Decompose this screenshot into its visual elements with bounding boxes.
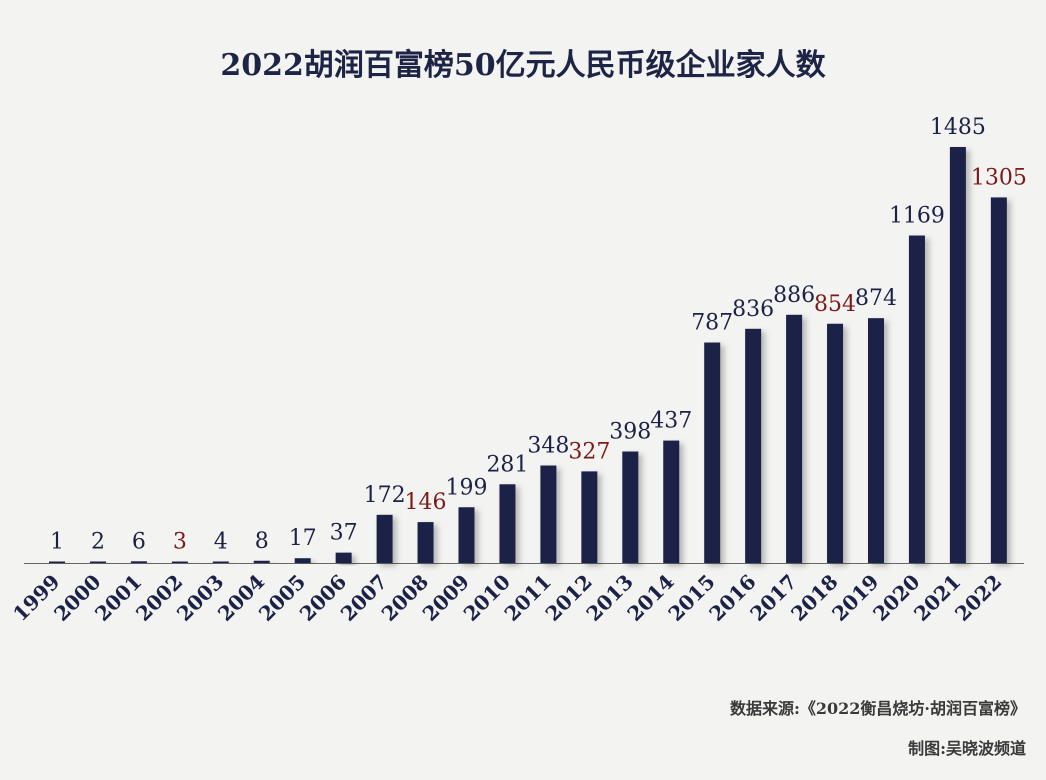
x-tick-label-2015: 2015 xyxy=(663,570,719,626)
x-tick-label-2005: 2005 xyxy=(254,570,310,626)
bar-2010 xyxy=(499,484,516,563)
x-tick-label-2003: 2003 xyxy=(172,570,228,626)
x-tick-label-2022: 2022 xyxy=(950,570,1006,626)
value-label-2003: 4 xyxy=(214,530,228,555)
x-tick-label-2014: 2014 xyxy=(622,570,678,626)
x-tick-label-2012: 2012 xyxy=(541,570,597,626)
value-label-2013: 398 xyxy=(609,420,651,445)
data-source-note: 数据来源:《2022衡昌烧坊·胡润百富榜》 xyxy=(729,699,1026,718)
x-tick-label-2017: 2017 xyxy=(745,570,801,626)
x-tick-label-2013: 2013 xyxy=(581,570,637,626)
value-label-2001: 6 xyxy=(132,529,146,554)
x-tick-label-2021: 2021 xyxy=(909,570,965,626)
chart-title: 2022胡润百富榜50亿元人民币级企业家人数 xyxy=(220,48,826,83)
x-tick-label-2002: 2002 xyxy=(131,570,187,626)
x-tick-label-2020: 2020 xyxy=(868,570,924,626)
value-label-2016: 836 xyxy=(732,297,774,322)
value-label-2006: 37 xyxy=(330,521,358,546)
value-label-2017: 886 xyxy=(773,283,815,308)
bar-2014 xyxy=(663,440,680,563)
bar-2013 xyxy=(622,451,639,563)
value-label-2008: 146 xyxy=(405,490,447,515)
x-tick-label-2010: 2010 xyxy=(459,570,515,626)
bar-2007 xyxy=(376,514,393,563)
bar-2019 xyxy=(868,318,884,563)
bar-2004 xyxy=(253,560,270,563)
bar-2003 xyxy=(212,561,229,563)
value-label-2018: 854 xyxy=(814,292,856,317)
value-label-2019: 874 xyxy=(855,286,897,311)
bar-2011 xyxy=(540,465,557,563)
value-label-2007: 172 xyxy=(364,483,406,508)
bar-2000 xyxy=(89,561,106,563)
x-tick-label-2018: 2018 xyxy=(786,570,842,626)
bar-2006 xyxy=(335,552,352,563)
bar-2017 xyxy=(786,314,803,563)
value-label-2002: 3 xyxy=(173,530,187,555)
x-tick-label-2006: 2006 xyxy=(295,570,351,626)
x-tick-label-2001: 2001 xyxy=(90,570,146,626)
bar-2012 xyxy=(581,471,598,563)
bar-2009 xyxy=(458,507,475,563)
value-label-2022: 1305 xyxy=(971,165,1027,190)
value-label-2015: 787 xyxy=(691,311,733,336)
bar-2022 xyxy=(990,197,1007,563)
x-tick-label-2007: 2007 xyxy=(336,570,392,626)
bar-2002 xyxy=(171,561,188,563)
value-label-2014: 437 xyxy=(650,409,692,434)
bar-2021 xyxy=(949,147,966,563)
bar-2020 xyxy=(908,235,925,563)
x-tick-label-2008: 2008 xyxy=(377,570,433,626)
value-label-2000: 2 xyxy=(91,530,105,555)
x-tick-label-2000: 2000 xyxy=(49,570,105,626)
chart-credit: 制图:吴晓波频道 xyxy=(908,739,1026,758)
value-label-2021: 1485 xyxy=(930,115,986,140)
value-label-2009: 199 xyxy=(446,475,488,500)
value-label-2012: 327 xyxy=(568,439,610,464)
value-label-2005: 17 xyxy=(289,526,317,551)
bar-2005 xyxy=(294,558,311,563)
value-label-2020: 1169 xyxy=(889,204,945,229)
x-tick-label-1999: 1999 xyxy=(8,570,64,626)
x-tick-label-2004: 2004 xyxy=(213,570,269,626)
value-label-2011: 348 xyxy=(527,434,569,459)
bar-2008 xyxy=(417,522,434,563)
x-tick-label-2011: 2011 xyxy=(500,570,556,626)
bar-1999 xyxy=(49,561,65,563)
value-label-1999: 1 xyxy=(50,530,64,555)
bar-2018 xyxy=(827,323,844,563)
bar-2001 xyxy=(130,561,147,563)
bar-2016 xyxy=(745,328,762,563)
x-tick-label-2009: 2009 xyxy=(418,570,474,626)
bar-2015 xyxy=(704,342,721,563)
value-label-2004: 8 xyxy=(255,529,269,554)
x-tick-label-2016: 2016 xyxy=(704,570,760,626)
x-tick-label-2019: 2019 xyxy=(827,570,883,626)
value-label-2010: 281 xyxy=(486,452,528,477)
